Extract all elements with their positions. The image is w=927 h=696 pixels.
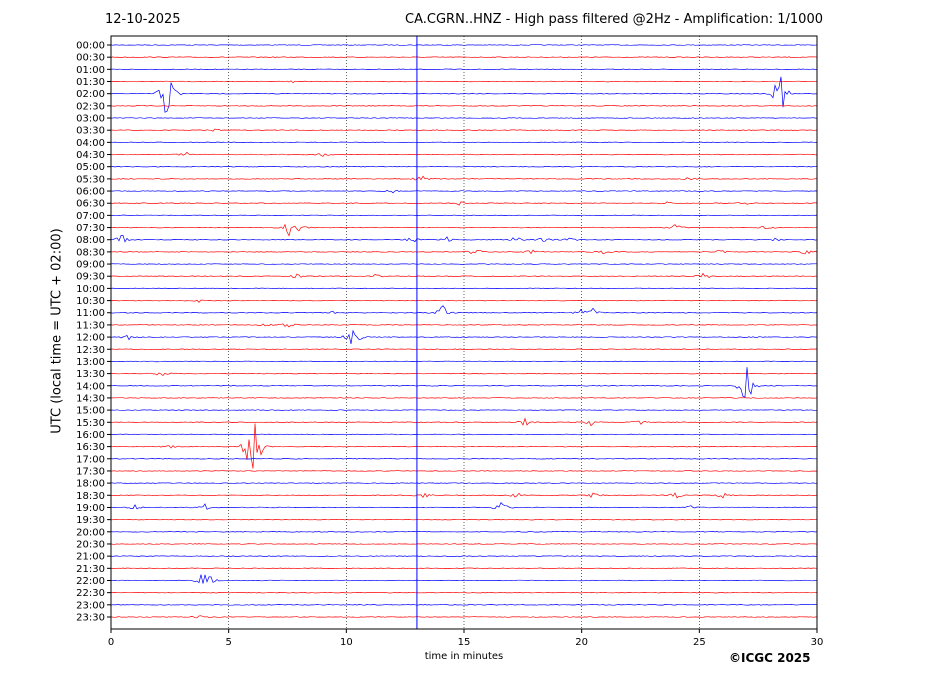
y-tick-label: 03:00 — [76, 114, 105, 125]
x-tick-label: 25 — [693, 637, 706, 648]
y-tick-label: 09:00 — [76, 260, 105, 271]
trace-1700 — [110, 458, 817, 460]
y-tick-label: 00:00 — [76, 41, 105, 52]
trace-0700 — [111, 214, 818, 217]
trace-0800 — [110, 235, 818, 243]
y-tick-label: 20:30 — [76, 539, 105, 550]
trace-1430 — [110, 397, 818, 399]
grid-layer — [228, 36, 700, 629]
x-axis-ticks: 0 5 10 15 20 25 30 — [108, 629, 824, 648]
y-tick-label: 21:00 — [76, 552, 105, 563]
trace-0530 — [111, 175, 818, 181]
trace-1200 — [110, 329, 818, 344]
trace-0400 — [110, 141, 818, 144]
trace-0630 — [110, 201, 817, 206]
y-tick-label: 04:30 — [76, 150, 105, 161]
y-tick-label: 17:30 — [76, 466, 105, 477]
y-tick-label: 21:30 — [76, 564, 105, 575]
y-axis-label: UTC (local time = UTC + 02:00) — [49, 228, 65, 434]
y-tick-label: 06:00 — [76, 187, 105, 198]
x-tick-label: 5 — [225, 637, 231, 648]
y-tick-label: 02:30 — [76, 101, 105, 112]
y-tick-label: 22:30 — [76, 588, 105, 599]
trace-1900 — [110, 501, 818, 510]
x-tick-label: 15 — [458, 637, 471, 648]
x-tick-label: 0 — [108, 637, 114, 648]
y-tick-label: 01:30 — [76, 77, 105, 88]
y-tick-label: 06:30 — [76, 199, 105, 210]
y-tick-label: 22:00 — [76, 576, 105, 587]
trace-1730 — [110, 470, 818, 472]
trace-1330 — [110, 372, 818, 376]
y-tick-label: 10:30 — [76, 296, 105, 307]
trace-0730 — [110, 223, 818, 237]
y-tick-label: 13:30 — [76, 369, 105, 380]
trace-1230 — [110, 348, 818, 350]
y-tick-label: 16:30 — [76, 442, 105, 453]
y-tick-label: 13:00 — [76, 357, 105, 368]
y-tick-label: 05:00 — [76, 162, 105, 173]
y-tick-label: 20:00 — [76, 527, 105, 538]
trace-2230 — [110, 591, 818, 594]
y-tick-label: 15:00 — [76, 406, 105, 417]
y-tick-label: 19:00 — [76, 503, 105, 514]
trace-1530 — [110, 417, 818, 427]
y-tick-label: 10:00 — [76, 284, 105, 295]
x-tick-label: 30 — [811, 637, 824, 648]
y-tick-label: 12:30 — [76, 345, 105, 356]
y-tick-label: 09:30 — [76, 272, 105, 283]
y-tick-label: 03:30 — [76, 126, 105, 137]
y-tick-label: 04:00 — [76, 138, 105, 149]
trace-1600 — [111, 433, 818, 436]
y-tick-label: 18:30 — [76, 491, 105, 502]
y-tick-label: 08:30 — [76, 247, 105, 258]
y-tick-label: 11:00 — [76, 308, 105, 319]
x-tick-label: 10 — [340, 637, 353, 648]
trace-2130 — [110, 567, 817, 570]
y-tick-label: 02:00 — [76, 89, 105, 100]
copyright-label: ©ICGC 2025 — [729, 651, 811, 665]
y-tick-label: 23:30 — [76, 612, 105, 623]
y-tick-label: 14:00 — [76, 381, 105, 392]
y-tick-label: 08:00 — [76, 235, 105, 246]
trace-2330 — [110, 615, 817, 619]
chart-title: CA.CGRN..HNZ - High pass filtered @2Hz -… — [405, 12, 823, 27]
trace-0500 — [110, 166, 818, 168]
trace-0430 — [110, 151, 818, 157]
trace-1500 — [111, 409, 817, 411]
y-tick-label: 00:30 — [76, 53, 105, 64]
y-tick-label: 01:00 — [76, 65, 105, 76]
date-label: 12-10-2025 — [105, 12, 181, 27]
trace-0930 — [110, 272, 818, 279]
y-tick-label: 18:00 — [76, 479, 105, 490]
y-tick-label: 14:30 — [76, 393, 105, 404]
y-tick-label: 23:00 — [76, 600, 105, 611]
y-tick-label: 07:30 — [76, 223, 105, 234]
trace-1630 — [110, 423, 818, 469]
plot-frame — [110, 35, 818, 630]
trace-2200 — [110, 574, 818, 584]
trace-1300 — [110, 360, 818, 363]
y-tick-label: 15:30 — [76, 418, 105, 429]
x-tick-label: 20 — [575, 637, 588, 648]
trace-0200 — [110, 76, 818, 113]
trace-0330 — [110, 128, 818, 132]
y-tick-label: 05:30 — [76, 174, 105, 185]
y-tick-label: 07:00 — [76, 211, 105, 222]
y-tick-label: 17:00 — [76, 454, 105, 465]
y-tick-label: 12:00 — [76, 333, 105, 344]
y-tick-label: 11:30 — [76, 320, 105, 331]
trace-0600 — [110, 189, 818, 194]
x-axis-label: time in minutes — [424, 651, 504, 662]
trace-1400 — [110, 367, 818, 398]
y-tick-label: 16:00 — [76, 430, 105, 441]
y-tick-label: 19:30 — [76, 515, 105, 526]
trace-2300 — [110, 604, 818, 606]
